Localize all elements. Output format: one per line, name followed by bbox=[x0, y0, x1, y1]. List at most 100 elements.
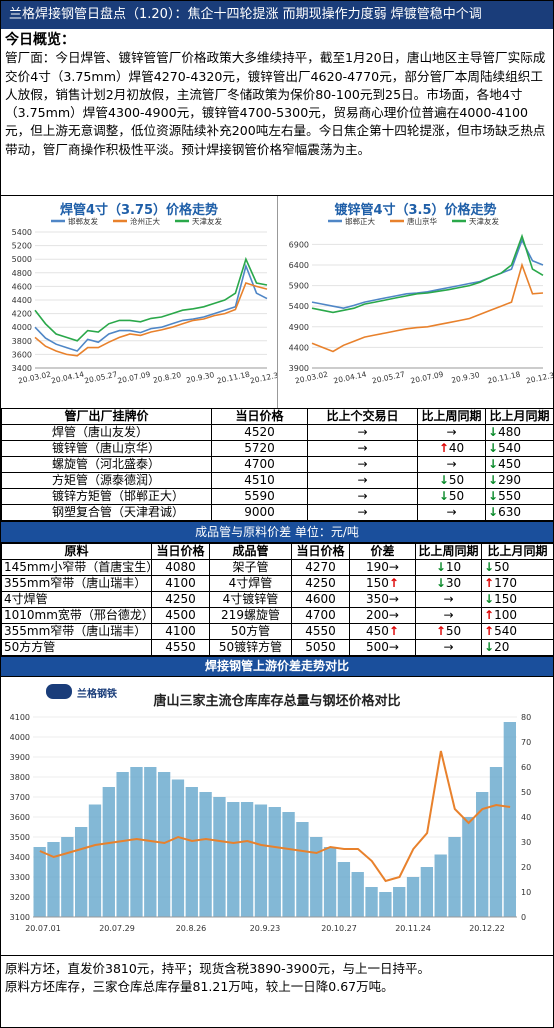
factory-col-month: 比上月同期 bbox=[485, 408, 554, 425]
spread-week-flat-icon: → bbox=[443, 608, 454, 623]
factory-name: 方矩管（源泰德润） bbox=[1, 472, 212, 489]
x-tick-label: 20.07.09 bbox=[410, 370, 445, 386]
spread-raw: 355mm窄带（唐山瑞丰） bbox=[1, 623, 152, 640]
spread-col-diff: 价差 bbox=[349, 543, 416, 560]
inventory-bar bbox=[337, 862, 351, 917]
month-value: 450 bbox=[498, 457, 521, 472]
series-line bbox=[34, 263, 268, 352]
y-tick-label: 3400 bbox=[12, 364, 32, 373]
inventory-chart: 兰格钢铁 唐山三家主流仓库库存总量与钢坯价格对比 3100 3200 3300 3400 3… bbox=[1, 676, 553, 955]
series-line bbox=[311, 233, 544, 314]
y-tick-label: 4900 bbox=[289, 323, 309, 332]
inventory-bar bbox=[462, 817, 475, 917]
week-up-icon: ↑ bbox=[438, 441, 449, 456]
factory-price: 5590 bbox=[211, 488, 308, 505]
factory-col-week: 比上周同期 bbox=[417, 408, 486, 425]
spread-raw-price: 4500 bbox=[151, 607, 210, 624]
spread-col-week: 比上周同期 bbox=[415, 543, 482, 560]
inventory-bar bbox=[296, 822, 309, 917]
series-line bbox=[34, 256, 268, 342]
x-tick-label: 20.12.30 bbox=[249, 370, 277, 386]
spread-week: ↓10 bbox=[415, 559, 482, 576]
inventory-bar bbox=[33, 847, 46, 917]
galvanized-pipe-chart-title: 镀锌管4寸（3.5）价格走势 bbox=[334, 203, 497, 218]
inventory-bar bbox=[448, 837, 461, 917]
spread-week-down-icon: ↓ bbox=[435, 560, 446, 575]
y2-tick-label: 20 bbox=[521, 863, 531, 872]
series-line bbox=[311, 262, 544, 353]
x-tick-label: 20.10.27 bbox=[321, 924, 357, 933]
factory-price-table: 管厂出厂挂牌价 当日价格 比上个交易日 比上周同期 比上月同期 焊管（唐山友发）… bbox=[1, 408, 554, 521]
week-flat-icon: → bbox=[446, 457, 457, 472]
y2-tick-label: 40 bbox=[521, 813, 531, 822]
factory-week-change: ↑40 bbox=[417, 440, 486, 457]
factory-name: 镀锌方矩管（邯郸正大） bbox=[1, 488, 212, 505]
spread-month-down-icon: ↓ bbox=[484, 640, 495, 655]
x-tick-label: 20.8.26 bbox=[176, 924, 207, 933]
factory-row: 焊管（唐山友发） 4520 → → ↓480 bbox=[1, 424, 554, 441]
inventory-band: 焊接钢管上游价差走势对比 bbox=[1, 656, 553, 676]
x-tick-label: 20.9.30 bbox=[451, 370, 481, 385]
factory-day-change: → bbox=[307, 488, 418, 505]
month-down-icon: ↓ bbox=[488, 457, 499, 472]
legend-label: 邯郸友发 bbox=[68, 216, 98, 226]
spread-col-raw: 原料 bbox=[1, 543, 152, 560]
x-tick-label: 20.07.01 bbox=[25, 924, 61, 933]
factory-col-name: 管厂出厂挂牌价 bbox=[1, 408, 212, 425]
factory-price: 9000 bbox=[211, 504, 308, 521]
inventory-band-label: 焊接钢管上游价差走势对比 bbox=[204, 659, 349, 673]
inventory-bar bbox=[227, 802, 240, 917]
inventory-bar bbox=[503, 722, 516, 917]
y2-tick-label: 30 bbox=[521, 838, 531, 847]
month-down-icon: ↓ bbox=[488, 473, 499, 488]
factory-day-change: → bbox=[307, 472, 418, 489]
summary-text: 管厂面：今日焊管、镀锌管管厂价格政策大多维续持平，截至1月20日，唐山地区主导管… bbox=[5, 50, 546, 157]
x-tick-label: 20.9.30 bbox=[185, 370, 215, 385]
x-tick-label: 20.11.18 bbox=[487, 370, 522, 386]
legend-label: 邯郸正大 bbox=[345, 216, 375, 226]
factory-col-day: 比上个交易日 bbox=[307, 408, 418, 425]
factory-day-change: → bbox=[307, 456, 418, 473]
y-tick-label: 4400 bbox=[12, 296, 32, 305]
spread-raw: 1010mm宽带（邢台德龙） bbox=[1, 607, 152, 624]
y-tick-label: 4100 bbox=[10, 713, 30, 722]
series-line bbox=[34, 282, 268, 357]
week-value: 40 bbox=[448, 441, 465, 456]
factory-row: 镀锌管（唐山京华） 5720 → ↑40 ↓540 bbox=[1, 440, 554, 457]
spread-week-value: 30 bbox=[445, 576, 462, 591]
factory-table-header: 管厂出厂挂牌价 当日价格 比上个交易日 比上周同期 比上月同期 bbox=[1, 408, 554, 425]
month-down-icon: ↓ bbox=[488, 489, 499, 504]
y-tick-label: 5900 bbox=[289, 282, 309, 291]
factory-month-change: ↓550 bbox=[485, 488, 554, 505]
y-tick-label: 3200 bbox=[10, 893, 30, 902]
y-tick-label: 4400 bbox=[289, 343, 309, 352]
spread-table-header: 原料 当日价格 成品管 当日价格 价差 比上周同期 比上月同期 bbox=[1, 543, 554, 560]
factory-price: 4520 bbox=[211, 424, 308, 441]
factory-day-change: → bbox=[307, 504, 418, 521]
report-title: 兰格焊接钢管日盘点（1.20）：焦企十四轮提涨 而期现操作力度弱 焊镀管稳中个调 bbox=[9, 7, 482, 22]
legend-label: 天津友发 bbox=[469, 216, 499, 226]
spread-row: 1010mm宽带（邢台德龙） 4500 219螺旋管 4700 200→ → ↑100 bbox=[1, 607, 554, 624]
x-tick-label: 20.05.27 bbox=[83, 370, 118, 386]
price-charts: 3400 3600 3800 4000 4200 4400 4600 4800 5000 5200… bbox=[1, 195, 553, 408]
factory-row: 镀锌方矩管（邯郸正大） 5590 → ↓50 ↓550 bbox=[1, 488, 554, 505]
spread-week: → bbox=[415, 639, 482, 656]
spread-week-up-icon: ↑ bbox=[435, 624, 446, 639]
spread-month-up-icon: ↑ bbox=[484, 608, 495, 623]
y-tick-label: 3600 bbox=[10, 813, 30, 822]
x-tick-label: 20.04.14 bbox=[333, 370, 368, 386]
inventory-chart-title: 唐山三家主流仓库库存总量与钢坯价格对比 bbox=[153, 693, 400, 709]
spread-month-value: 150 bbox=[494, 592, 517, 607]
y2-tick-label: 80 bbox=[521, 713, 531, 722]
inventory-bar bbox=[74, 827, 88, 917]
factory-day-change: → bbox=[307, 440, 418, 457]
spread-month: ↓20 bbox=[481, 639, 554, 656]
welded-pipe-chart: 3400 3600 3800 4000 4200 4400 4600 4800 5000 5200… bbox=[1, 196, 278, 408]
inventory-bar bbox=[88, 804, 102, 917]
x-tick-label: 20.12.30 bbox=[525, 370, 553, 386]
month-down-icon: ↓ bbox=[488, 441, 499, 456]
spread-raw-price: 4100 bbox=[151, 623, 210, 640]
spread-diff: 150↑ bbox=[349, 575, 416, 592]
galvanized-pipe-chart: 3900 4400 4900 5400 5900 6400 6900 20.03.02 20.0… bbox=[278, 196, 553, 408]
